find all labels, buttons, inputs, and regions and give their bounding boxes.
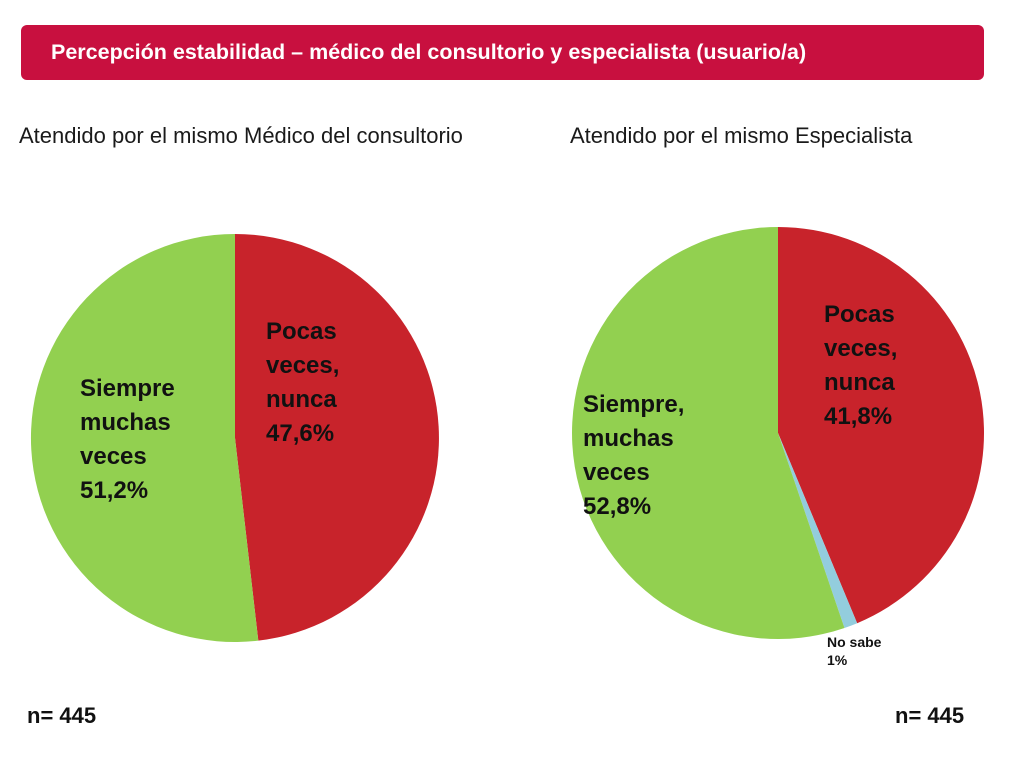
pie-1-slice-0 (778, 227, 985, 624)
pie-0-slice-0-label: Pocas veces, nunca 47,6% (266, 318, 339, 447)
header-banner: Percepción estabilidad – médico del cons… (21, 25, 984, 80)
chart-title-right: Atendido por el mismo Especialista (570, 123, 913, 148)
pie-1-slice-1-label: No sabe 1% (827, 634, 882, 668)
chart-title-left: Atendido por el mismo Médico del consult… (19, 123, 463, 148)
pie-1-slice-0-label: Pocas veces, nunca 41,8% (824, 301, 897, 430)
pie-0-slice-1-label: Siempre muchas veces 51,2% (80, 375, 175, 504)
pie-1-slice-2-label: Siempre, muchas veces 52,8% (583, 391, 684, 520)
pie-1-slice-1 (778, 433, 858, 628)
sample-size-right: n= 445 (895, 703, 965, 728)
sample-size-left: n= 445 (27, 703, 97, 728)
page-title: Percepción estabilidad – médico del cons… (51, 40, 807, 64)
pie-1-slice-2 (572, 227, 845, 640)
pie-0-slice-1 (30, 234, 259, 642)
pie-0-slice-0 (235, 234, 439, 641)
